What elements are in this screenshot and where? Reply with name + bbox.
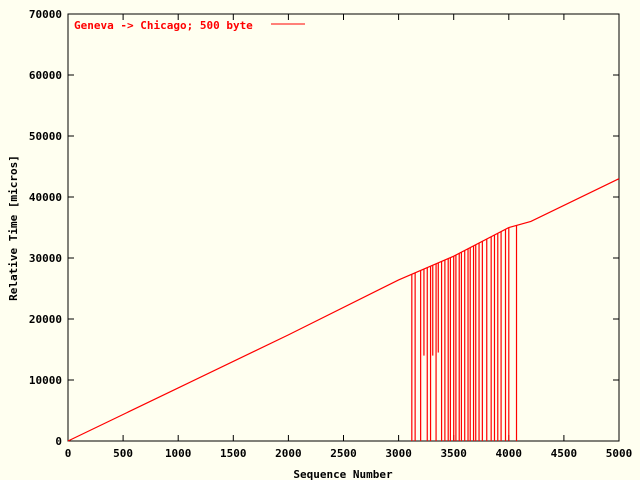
x-tick-label: 4000 (496, 447, 523, 460)
x-tick-label: 2500 (330, 447, 357, 460)
x-tick-label: 2000 (275, 447, 302, 460)
x-axis-title: Sequence Number (293, 468, 393, 480)
x-tick-label: 5000 (606, 447, 633, 460)
y-tick-label: 40000 (29, 191, 62, 204)
y-tick-label: 60000 (29, 69, 62, 82)
series-layer (67, 178, 620, 442)
y-tick-label: 20000 (29, 313, 62, 326)
x-tick-label: 0 (65, 447, 72, 460)
x-tick-label: 3500 (440, 447, 467, 460)
legend: Geneva -> Chicago; 500 byte (74, 19, 305, 32)
tick-labels: 0 500 1000 1500 2000 2500 3000 3500 4000 4500 5000… (29, 8, 632, 460)
y-tick-label: 10000 (29, 374, 62, 387)
series-line (67, 178, 620, 442)
plot-border (67, 13, 620, 442)
y-tick-label: 0 (55, 435, 62, 448)
y-tick-label: 70000 (29, 8, 62, 21)
y-axis-title: Relative Time [micros] (7, 155, 20, 301)
legend-label: Geneva -> Chicago; 500 byte (74, 19, 253, 32)
x-tick-label: 1000 (165, 447, 192, 460)
x-tick-label: 1500 (220, 447, 247, 460)
x-tick-label: 3000 (385, 447, 412, 460)
x-tick-label: 500 (113, 447, 133, 460)
x-tick-label: 4500 (551, 447, 578, 460)
y-tick-label: 30000 (29, 252, 62, 265)
y-tick-label: 50000 (29, 130, 62, 143)
axis-ticks (67, 13, 620, 442)
